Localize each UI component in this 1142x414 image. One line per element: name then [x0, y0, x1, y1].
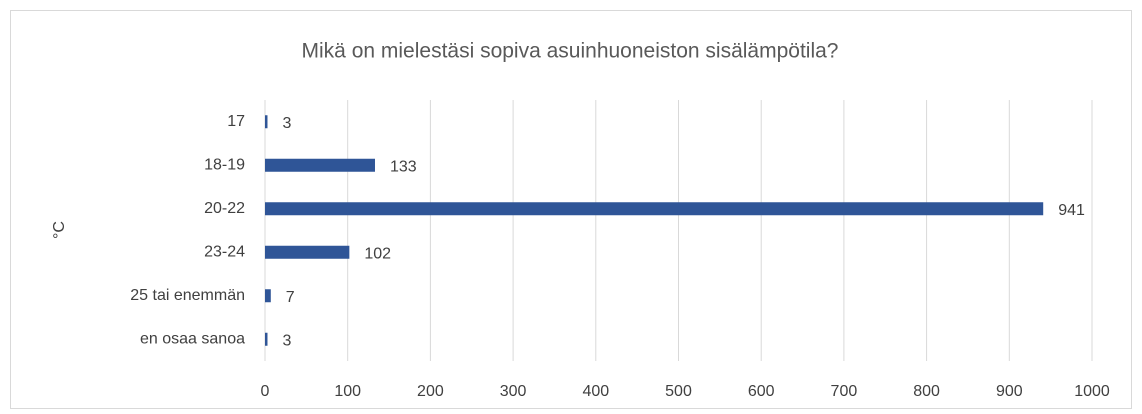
y-tick-label: 18-19 — [204, 156, 245, 173]
x-tick-label: 300 — [500, 383, 527, 400]
y-tick-label: 23-24 — [204, 243, 245, 260]
x-tick-label: 0 — [261, 383, 270, 400]
x-tick-label: 900 — [996, 383, 1023, 400]
data-label: 941 — [1058, 202, 1085, 219]
data-label: 3 — [282, 115, 291, 132]
y-tick-label: en osaa sanoa — [140, 330, 245, 347]
y-axis-label: °C — [51, 221, 68, 239]
y-tick-label: 20-22 — [204, 200, 245, 217]
bar — [265, 245, 350, 259]
bar — [265, 202, 1044, 216]
y-tick-label: 17 — [227, 113, 245, 130]
x-tick-label: 600 — [748, 383, 775, 400]
x-tick-label: 500 — [665, 383, 692, 400]
bar — [265, 332, 268, 346]
data-label: 3 — [282, 332, 291, 349]
data-label: 133 — [390, 158, 417, 175]
data-label: 7 — [286, 289, 295, 306]
x-tick-label: 1000 — [1074, 383, 1110, 400]
x-tick-label: 800 — [913, 383, 940, 400]
bar — [265, 289, 271, 303]
x-tick-label: 400 — [582, 383, 609, 400]
bar — [265, 115, 268, 129]
data-label: 102 — [364, 245, 391, 262]
x-tick-label: 100 — [334, 383, 361, 400]
x-tick-label: 200 — [417, 383, 444, 400]
x-tick-label: 700 — [831, 383, 858, 400]
bar — [265, 158, 375, 172]
chart-title: Mikä on mielestäsi sopiva asuinhuoneisto… — [302, 40, 839, 63]
y-tick-label: 25 tai enemmän — [130, 287, 245, 304]
